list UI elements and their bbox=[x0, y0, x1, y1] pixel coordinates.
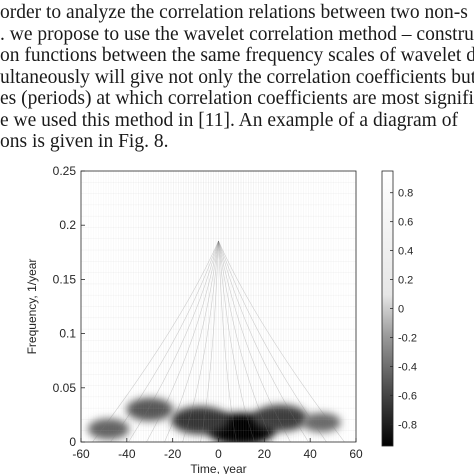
wavelet-arc bbox=[182, 240, 219, 442]
x-tick-label: -60 bbox=[72, 447, 90, 461]
correlation-features bbox=[87, 397, 341, 442]
correlation-blob bbox=[171, 406, 230, 435]
wavelet-arc bbox=[218, 240, 327, 442]
paragraph-line: e we used this method in [11]. An exampl… bbox=[0, 109, 458, 131]
colorbar-tick-label: 0.2 bbox=[398, 275, 413, 287]
paragraph-line: . we propose to use the wavelet correlat… bbox=[0, 23, 474, 45]
colorbar-tick-label: 0.4 bbox=[398, 246, 413, 258]
wavelet-arc bbox=[110, 240, 219, 442]
paragraph-line: order to analyze the correlation relatio… bbox=[0, 2, 468, 23]
y-tick-label: 0.05 bbox=[53, 381, 77, 395]
wavelet-arc bbox=[218, 240, 309, 442]
correlation-blob bbox=[126, 397, 174, 422]
y-tick-label: 0.2 bbox=[59, 218, 76, 232]
wavelet-arc bbox=[146, 240, 219, 442]
colorbar-tick-label: -0.6 bbox=[398, 390, 417, 402]
correlation-blob bbox=[252, 404, 308, 432]
heatmap-background bbox=[81, 171, 356, 442]
wavelet-arc bbox=[218, 240, 273, 442]
colorbar: 0.8 0.6 0.4 0.2 0 -0.2 -0.4 -0.6 -0.8 bbox=[381, 170, 417, 447]
y-tick-label: 0.1 bbox=[59, 327, 76, 341]
paragraph-line: ons is given in Fig. 8. bbox=[0, 131, 169, 152]
x-tick-label: 0 bbox=[215, 447, 222, 461]
colorbar-tick-label: 0 bbox=[398, 304, 404, 316]
y-tick-label: 0.15 bbox=[53, 272, 77, 286]
x-tick-label: 20 bbox=[258, 447, 272, 461]
wavelet-arc bbox=[200, 240, 219, 442]
x-tick-label: -20 bbox=[164, 447, 182, 461]
wavelet-correlation-figure: -60 -40 -20 0 20 40 60 0 0.05 0.1 0.15 0.2 0.25 0.8 0… bbox=[0, 160, 474, 474]
paragraph-line: ultaneously will give not only the corre… bbox=[0, 66, 474, 88]
x-axis-label: Time, year bbox=[190, 462, 246, 474]
colorbar-tick-label: -0.4 bbox=[398, 361, 417, 373]
y-tick-label: 0.25 bbox=[53, 164, 77, 178]
wavelet-arc bbox=[128, 240, 219, 442]
wavelet-arc bbox=[218, 240, 255, 442]
x-tick-label: 60 bbox=[349, 447, 363, 461]
wavelet-arc bbox=[218, 240, 345, 442]
correlation-blob bbox=[87, 418, 130, 440]
wavelet-arc bbox=[92, 240, 219, 442]
plot-axes: -60 -40 -20 0 20 40 60 0 0.05 0.1 0.15 0.2 0.25 bbox=[53, 164, 363, 461]
paragraph-line: on functions between the same frequency … bbox=[0, 45, 474, 66]
paragraph-line: es (periods) at which correlation coeffi… bbox=[0, 88, 474, 109]
x-tick-label: -40 bbox=[118, 447, 136, 461]
correlation-blob bbox=[302, 412, 341, 433]
colorbar-tick-label: 0.8 bbox=[398, 188, 413, 200]
wavelet-arc bbox=[218, 240, 237, 442]
colorbar-tick-label: -0.8 bbox=[398, 419, 417, 431]
x-tick-label: 40 bbox=[303, 447, 317, 461]
wavelet-arc bbox=[218, 240, 291, 442]
heatmap-texture bbox=[81, 171, 356, 442]
wavelet-arc bbox=[164, 240, 219, 442]
y-tick-label: 0 bbox=[69, 435, 76, 449]
colorbar-tick-label: -0.2 bbox=[398, 332, 417, 344]
colorbar-tick-label: 0.6 bbox=[398, 217, 413, 229]
y-axis-label: Frequency, 1/year bbox=[25, 259, 39, 355]
heatmap-area bbox=[81, 171, 356, 442]
paper-text: order to analyze the correlation relatio… bbox=[0, 0, 474, 160]
